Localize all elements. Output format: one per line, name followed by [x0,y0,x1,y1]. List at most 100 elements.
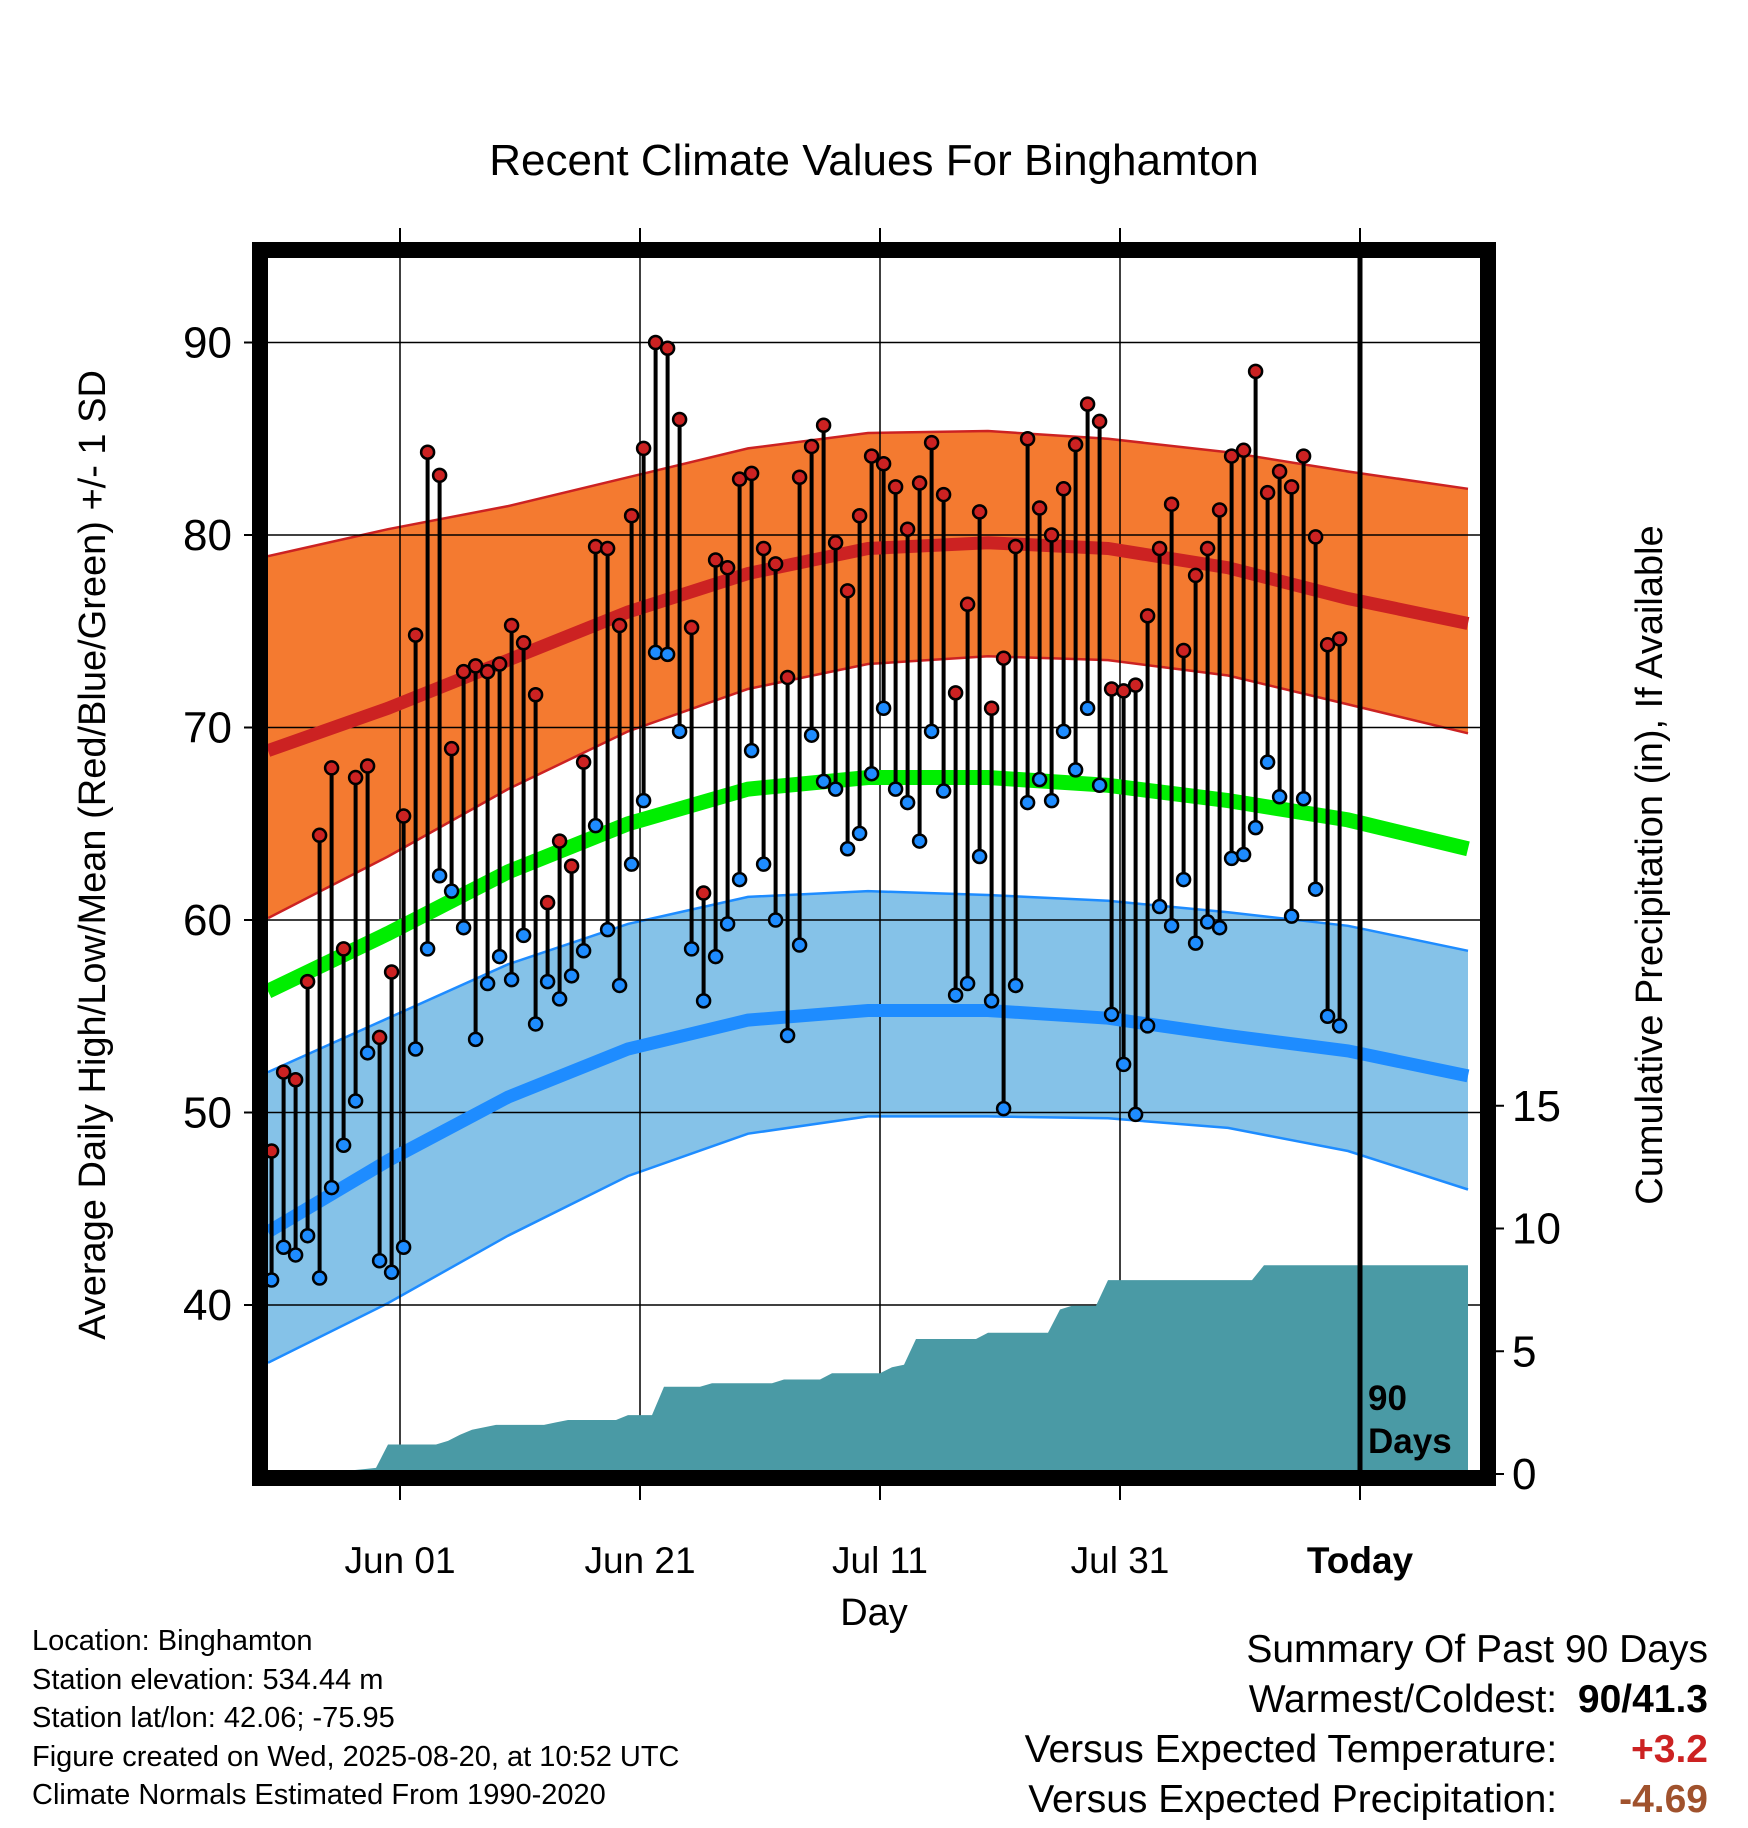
daily-high-point [1307,529,1324,545]
daily-high-point [287,1072,304,1088]
summary-warmest-row: Warmest/Coldest: 90/41.3 [1025,1675,1708,1725]
daily-high-point [467,658,484,674]
daily-low-point [755,856,772,872]
daily-high-point [1259,484,1276,501]
daily-high-point [1319,636,1336,653]
daily-low-point [491,948,508,965]
daily-low-point [335,1137,352,1153]
daily-low-point [1271,789,1288,805]
daily-high-point [371,1029,388,1046]
daily-high-point [719,559,736,576]
daily-low-point [671,723,688,740]
figure-created: Figure created on Wed, 2025-08-20, at 10… [32,1740,680,1773]
daily-high-point [1067,436,1084,453]
daily-high-point [803,438,820,455]
daily-low-point [899,794,916,811]
daily-low-point [815,773,832,790]
x-axis-label: Day [840,1592,908,1634]
daily-high-point [275,1064,292,1080]
daily-low-point [635,792,652,809]
daily-low-point [1079,700,1096,716]
daily-high-point [623,508,640,524]
daily-low-point [1115,1056,1132,1073]
daily-low-point [923,723,940,740]
daily-low-point [407,1041,424,1057]
daily-high-point [1271,463,1288,480]
daily-low-point [467,1031,484,1048]
daily-low-point [275,1239,292,1255]
daily-high-point [1151,540,1168,557]
daily-low-point [935,783,952,799]
daily-low-point [839,841,856,857]
daily-high-point [947,685,964,701]
daily-low-point [971,848,988,865]
daily-high-point [1175,642,1192,659]
y-tick-label: 80 [183,511,232,560]
daily-low-point [575,943,592,959]
low-sd-upper-edge [268,889,1469,1074]
y-tick-label: 60 [183,896,232,945]
daily-low-point [1283,908,1300,924]
daily-low-point [959,975,976,992]
daily-high-point [731,471,748,487]
daily-low-point [1055,723,1072,740]
daily-high-point [743,465,760,482]
daily-low-point [983,993,1000,1009]
daily-low-point [587,817,604,834]
daily-low-point [1235,846,1252,863]
daily-high-point [1019,431,1036,447]
summary-heading: Summary Of Past 90 Days [1246,1628,1708,1671]
daily-high-point [1115,683,1132,699]
daily-low-point [479,975,496,992]
today-marker-label-days: Days [1368,1422,1452,1461]
daily-low-point [695,993,712,1009]
daily-high-point [791,469,808,485]
daily-high-point [659,340,676,357]
low-sd-lower-edge [268,1115,1469,1364]
summary-precip-label: Versus Expected Precipitation: [1028,1778,1558,1821]
daily-low-point [455,919,472,936]
daily-high-point [1199,540,1216,557]
daily-high-point [311,827,328,844]
station-location: Location: Binghamton [32,1625,313,1657]
high-sd-band [268,431,1468,919]
y-tick-label: 90 [183,319,232,368]
daily-low-point [947,987,964,1003]
daily-high-point [431,467,448,484]
daily-low-point [719,916,736,932]
daily-high-point [455,663,472,680]
daily-high-point [1127,677,1144,693]
y-tick-label: 70 [183,704,232,753]
cumulative-precipitation-area [354,1265,1468,1470]
daily-high-point [1091,413,1108,430]
daily-low-point [1043,792,1060,809]
daily-high-point [995,650,1012,666]
daily-high-point [323,760,340,776]
daily-high-point [911,475,928,491]
daily-low-point [539,973,556,990]
daily-high-point [1331,631,1348,647]
daily-high-point [1235,442,1252,459]
daily-high-point [563,858,580,874]
daily-low-point [851,825,868,842]
daily-high-point [827,534,844,551]
daily-low-point [995,1100,1012,1117]
daily-high-point [503,617,520,634]
daily-high-point [335,941,352,957]
daily-low-point [1019,794,1036,811]
daily-high-point [815,417,832,434]
low-normal-line [268,1004,1470,1238]
station-info: Location: Binghamton Station elevation: … [32,1622,680,1815]
daily-low-point [1139,1018,1156,1034]
daily-high-point [755,540,772,557]
daily-low-point [1331,1018,1348,1034]
x-tick-label: Today [1307,1540,1414,1581]
daily-low-point [1007,977,1024,994]
daily-low-point [887,781,904,797]
daily-low-point [1211,919,1228,936]
daily-high-point [299,973,316,990]
daily-high-point [1079,396,1096,412]
y-right-tick-label: 10 [1512,1205,1561,1254]
daily-low-point [311,1270,328,1286]
